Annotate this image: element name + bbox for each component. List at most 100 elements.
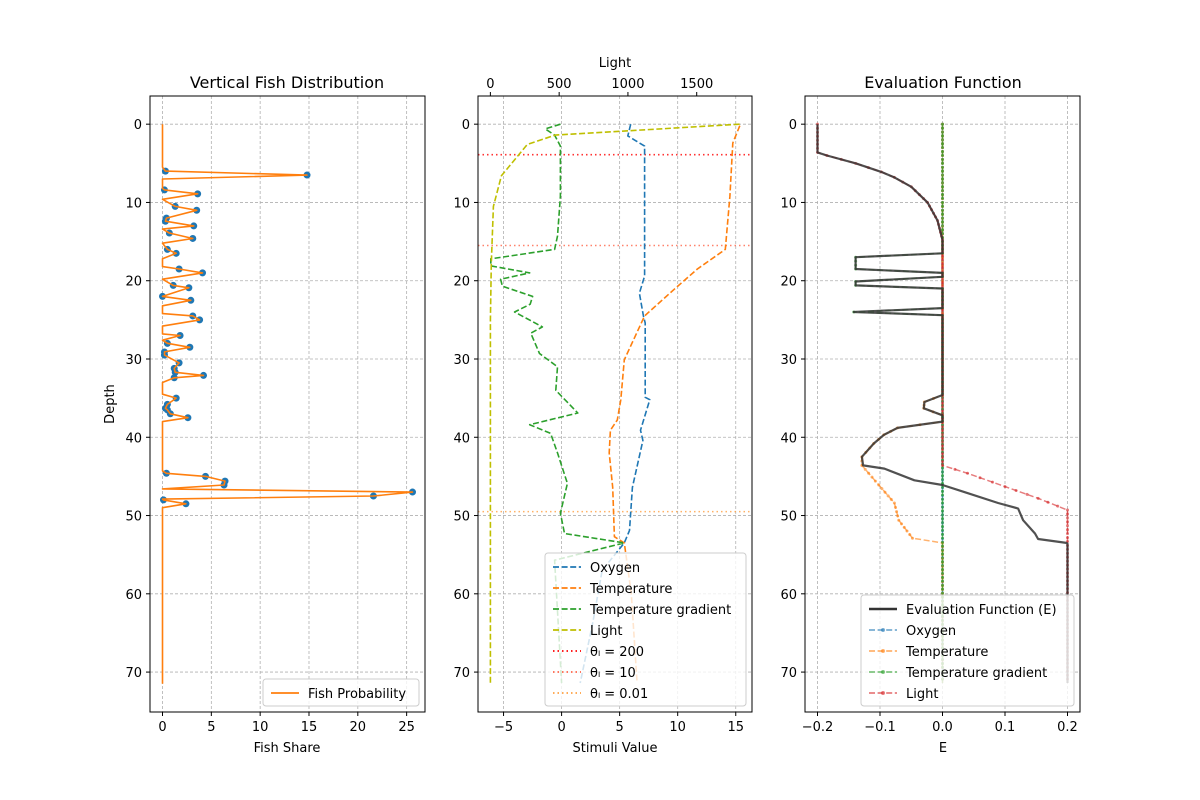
series-marker xyxy=(941,536,944,540)
legend-box xyxy=(262,678,420,707)
series-marker xyxy=(941,579,944,583)
series-marker xyxy=(941,165,944,169)
series-marker xyxy=(941,560,944,564)
series-marker xyxy=(941,493,944,497)
x-tick-label: −0.2 xyxy=(802,720,834,735)
y-tick-label: 20 xyxy=(453,275,470,290)
legend-label: Oxygen xyxy=(590,561,640,576)
series-marker xyxy=(941,521,944,525)
top-x-tick-label: 1000 xyxy=(611,77,644,92)
x-tick-label: 25 xyxy=(398,720,415,735)
series-line-fish-probability xyxy=(161,124,414,684)
series-marker xyxy=(941,257,944,261)
x-tick-label: 0.0 xyxy=(932,720,953,735)
series-marker xyxy=(880,487,884,491)
y-tick-label: 0 xyxy=(789,118,797,133)
series-marker xyxy=(895,510,899,514)
series-marker xyxy=(941,497,944,501)
series-marker xyxy=(941,409,944,413)
y-tick-label: 60 xyxy=(453,588,470,603)
series-marker xyxy=(883,490,887,494)
series-marker xyxy=(941,509,944,513)
y-tick-label: 20 xyxy=(780,275,797,290)
series-marker xyxy=(941,425,944,429)
series-marker xyxy=(941,448,944,452)
top-x-tick-label: 500 xyxy=(547,77,572,92)
series-marker xyxy=(941,544,944,548)
plot-area xyxy=(478,123,752,684)
y-tick-label: 10 xyxy=(125,196,142,211)
series-marker xyxy=(941,568,944,572)
legend-label: Light xyxy=(590,624,622,639)
series-marker xyxy=(941,513,944,517)
y-tick-label: 50 xyxy=(125,510,142,525)
y-tick-label: 50 xyxy=(453,510,470,525)
plot-area xyxy=(159,124,416,684)
series-marker xyxy=(897,518,901,522)
x-tick-label: −0.1 xyxy=(864,720,896,735)
series-marker xyxy=(1066,528,1069,532)
series-marker xyxy=(941,146,944,150)
legend-label: θₗ = 10 xyxy=(590,666,636,681)
series-marker xyxy=(941,591,944,595)
x-tick-label: 0.1 xyxy=(995,720,1016,735)
x-tick-label: 5 xyxy=(616,720,624,735)
series-marker xyxy=(941,220,944,224)
series-marker xyxy=(1066,516,1069,520)
y-tick-label: 10 xyxy=(453,196,470,211)
top-x-tick-label: 0 xyxy=(486,77,494,92)
series-marker xyxy=(896,514,900,518)
legend-box xyxy=(860,594,1075,707)
series-marker xyxy=(941,489,944,493)
legend-label: θₗ = 200 xyxy=(590,645,644,660)
series-marker xyxy=(1066,532,1069,536)
series-marker xyxy=(941,161,944,165)
y-tick-label: 70 xyxy=(125,666,142,681)
series-marker xyxy=(941,130,944,134)
series-marker xyxy=(941,583,944,587)
series-marker xyxy=(941,587,944,591)
series-marker xyxy=(941,138,944,142)
series-marker xyxy=(941,466,944,470)
x-axis-label: E xyxy=(939,741,947,756)
y-tick-label: 40 xyxy=(453,431,470,446)
series-marker xyxy=(1066,508,1069,512)
series-marker xyxy=(941,265,944,269)
series-marker xyxy=(941,281,944,285)
x-tick-label: −5 xyxy=(494,720,513,735)
y-tick-label: 50 xyxy=(780,510,797,525)
y-tick-label: 30 xyxy=(125,353,142,368)
evaluation-panel: Evaluation Function E −0.2 −0.1 0.0 0.1 0.2 0… xyxy=(780,73,1081,756)
series-marker xyxy=(941,177,944,181)
legend-marker xyxy=(881,628,885,632)
series-marker xyxy=(1025,492,1029,496)
series-line-oxygen xyxy=(579,124,651,684)
series-marker xyxy=(877,483,881,487)
y-tick-label: 70 xyxy=(780,666,797,681)
series-marker xyxy=(889,497,893,501)
x-tick-label: 0 xyxy=(557,720,565,735)
series-marker xyxy=(941,540,944,544)
plot-area xyxy=(816,122,1069,683)
legend-label: Temperature gradient xyxy=(905,666,1047,681)
series-marker xyxy=(941,517,944,521)
axes-frame xyxy=(804,95,1081,713)
series-marker xyxy=(900,522,903,526)
y-tick-label: 40 xyxy=(780,431,797,446)
x-tick-label: 0.2 xyxy=(1057,720,1078,735)
series-marker xyxy=(941,142,944,146)
x-tick-label: 10 xyxy=(252,720,269,735)
series-marker xyxy=(1056,504,1060,508)
legend-marker xyxy=(881,670,885,674)
series-marker xyxy=(1066,512,1069,516)
series-marker xyxy=(941,440,944,444)
y-axis-label: Depth xyxy=(103,384,118,424)
x-axis-label: Stimuli Value xyxy=(573,741,658,756)
top-x-tick-label: 1500 xyxy=(680,77,713,92)
series-marker xyxy=(886,494,890,498)
series-marker xyxy=(941,485,944,489)
series-marker xyxy=(941,204,944,208)
series-marker xyxy=(941,181,944,185)
series-marker xyxy=(941,153,944,157)
x-tick-label: 20 xyxy=(350,720,367,735)
